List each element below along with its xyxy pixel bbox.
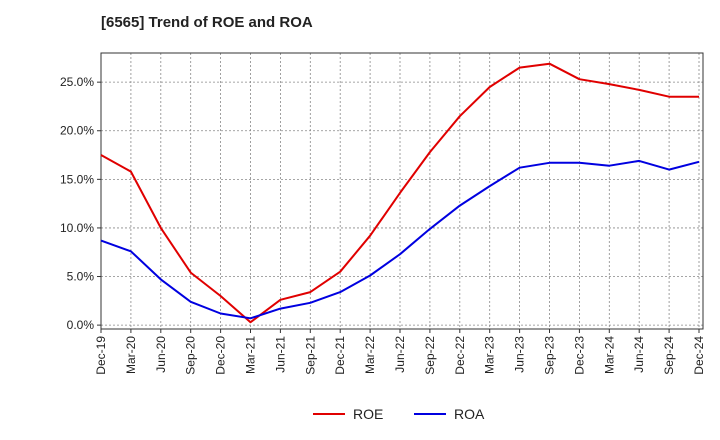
chart-title: [6565] Trend of ROE and ROA	[101, 14, 313, 31]
x-tick-label: Sep-23	[543, 336, 557, 375]
x-tick-label: Sep-22	[423, 336, 437, 375]
x-tick-label: Sep-20	[184, 336, 198, 375]
x-tick-label: Mar-20	[124, 336, 138, 374]
x-tick-label: Jun-23	[513, 336, 527, 373]
y-tick-label: 5.0%	[67, 270, 95, 284]
y-tick-label: 20.0%	[60, 124, 94, 138]
plot-area-frame	[100, 52, 704, 330]
legend-label-roe: ROE	[353, 406, 383, 422]
x-tick-label: Dec-24	[692, 336, 706, 375]
series-line-roe	[100, 62, 699, 324]
x-tick-label: Dec-21	[333, 336, 347, 375]
x-tick-label: Jun-20	[154, 336, 168, 373]
x-tick-label: Jun-24	[632, 336, 646, 373]
series-line-roa	[100, 159, 700, 320]
legend-label-roa: ROA	[454, 406, 485, 422]
y-tick-label: 10.0%	[60, 221, 94, 235]
x-axis-ticks: Dec-19 Mar-20 Jun-20 Sep-20 Dec-20 Mar-21 Jun-…	[94, 329, 706, 375]
x-tick-label: Sep-21	[303, 336, 317, 375]
x-tick-label: Mar-24	[602, 336, 616, 374]
x-tick-label: Mar-22	[363, 336, 377, 374]
series-lines	[100, 62, 700, 324]
y-tick-label: 15.0%	[60, 172, 94, 186]
grid-lines	[101, 53, 703, 329]
x-tick-label: Mar-21	[244, 336, 258, 374]
x-tick-label: Dec-22	[453, 336, 467, 375]
y-tick-label: 0.0%	[67, 318, 95, 332]
x-tick-label: Mar-23	[483, 336, 497, 374]
x-tick-label: Sep-24	[662, 336, 676, 375]
x-tick-label: Dec-23	[572, 336, 586, 375]
x-tick-label: Jun-22	[393, 336, 407, 373]
x-tick-label: Jun-21	[273, 336, 287, 373]
x-tick-label: Dec-20	[214, 336, 228, 375]
y-tick-label: 25.0%	[60, 75, 94, 89]
legend: ROE ROA	[313, 406, 485, 422]
y-axis-ticks: 0.0% 5.0% 10.0% 15.0% 20.0% 25.0%	[60, 75, 101, 332]
x-tick-label: Dec-19	[94, 336, 108, 375]
